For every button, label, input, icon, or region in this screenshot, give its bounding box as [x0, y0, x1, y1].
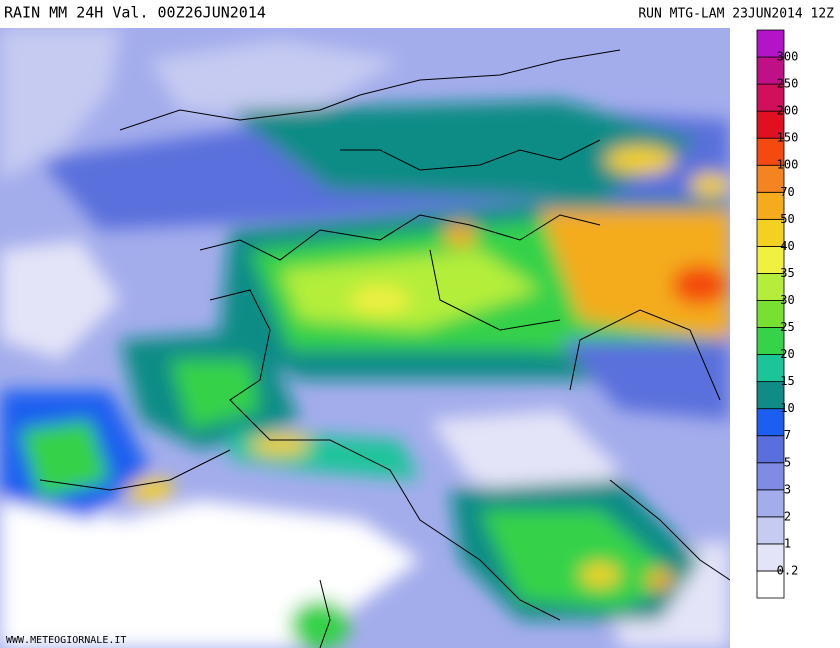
legend-label: 10	[780, 401, 794, 415]
precipitation-field	[0, 28, 730, 648]
legend-label: 100	[777, 158, 799, 172]
legend-label: 20	[780, 347, 794, 361]
legend-swatch	[756, 273, 785, 301]
legend-swatch	[756, 516, 785, 545]
legend-label: 0.2	[777, 563, 799, 577]
legend-swatch	[756, 56, 785, 85]
legend-swatch	[756, 164, 785, 193]
legend-label: 25	[780, 320, 794, 334]
legend-label: 50	[780, 212, 794, 226]
legend-swatch	[756, 489, 785, 518]
legend-swatch	[756, 110, 785, 139]
borders	[39, 49, 730, 648]
legend-swatch	[756, 327, 785, 355]
legend-swatch	[756, 29, 785, 58]
legend-swatch	[756, 435, 785, 464]
legend-swatch	[756, 191, 785, 220]
legend-label: 1	[784, 536, 791, 550]
legend-label: 70	[780, 185, 794, 199]
legend-swatch	[756, 137, 785, 166]
legend-label: 150	[777, 131, 799, 145]
legend-label: 15	[780, 374, 794, 388]
legend-label: 200	[777, 104, 799, 118]
legend-label: 2	[784, 509, 791, 523]
legend-label: 250	[777, 77, 799, 91]
legend-swatch	[756, 83, 785, 112]
legend-label: 300	[777, 50, 799, 64]
credit: WWW.METEOGIORNALE.IT	[6, 635, 126, 646]
legend-label: 40	[780, 239, 794, 253]
legend-swatch	[756, 218, 785, 247]
legend-label: 35	[780, 266, 794, 280]
map-title: RAIN MM 24H Val. 00Z26JUN2014	[4, 4, 266, 22]
legend-label: 30	[780, 293, 794, 307]
run-info: RUN MTG-LAM 23JUN2014 12Z	[638, 7, 834, 22]
legend-swatch	[756, 462, 785, 491]
legend-label: 3	[784, 482, 791, 496]
color-legend: 0.21235710152025303540507010015020025030…	[756, 29, 799, 599]
legend-label: 5	[784, 455, 791, 469]
legend-label: 7	[784, 428, 791, 442]
legend-swatch	[756, 300, 785, 328]
